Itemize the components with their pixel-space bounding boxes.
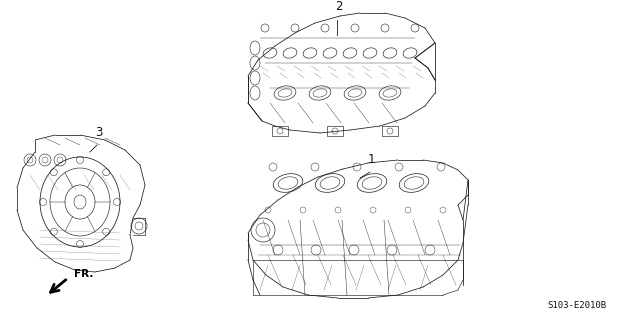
Bar bbox=[272, 126, 288, 136]
Text: FR.: FR. bbox=[74, 269, 93, 279]
Text: 3: 3 bbox=[95, 126, 102, 139]
Text: S103-E2010B: S103-E2010B bbox=[547, 300, 606, 309]
Bar bbox=[327, 126, 343, 136]
Bar bbox=[382, 126, 398, 136]
Text: 1: 1 bbox=[368, 153, 376, 166]
Text: 2: 2 bbox=[335, 0, 342, 13]
